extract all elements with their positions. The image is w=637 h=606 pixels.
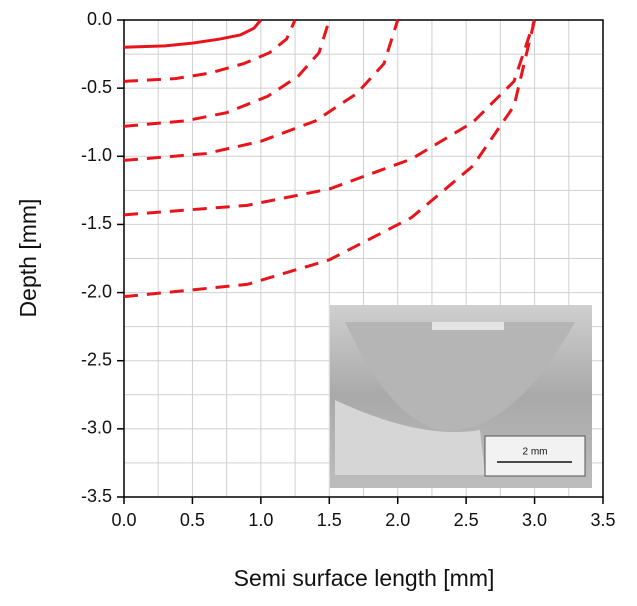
x-axis-title: Semi surface length [mm] (234, 565, 495, 591)
y-tick-label: 0.0 (87, 9, 112, 29)
x-tick-label: 3.0 (522, 510, 547, 530)
y-tick-label: -3.0 (81, 418, 112, 438)
y-tick-label: -1.5 (81, 213, 112, 233)
y-tick-label: -3.5 (81, 486, 112, 506)
x-tick-label: 0.0 (111, 510, 136, 530)
curve (123, 19, 537, 299)
y-tick-label: -1.0 (81, 145, 112, 165)
plot-frame (123, 19, 604, 498)
inset-top (432, 322, 504, 330)
y-tick-label: -2.5 (81, 349, 112, 369)
x-tick-label: 1.5 (317, 510, 342, 530)
y-tick-label: -2.0 (81, 281, 112, 301)
curve (123, 19, 263, 49)
inset-photo: 2 mm (330, 305, 592, 488)
curve (123, 19, 297, 83)
curve (123, 19, 400, 162)
inset-scale-label: 2 mm (523, 447, 548, 458)
y-axis-title: Depth [mm] (15, 199, 41, 318)
x-tick-label: 1.0 (248, 510, 273, 530)
curve (123, 19, 331, 128)
y-tick-label: -0.5 (81, 77, 112, 97)
inset-nugget (345, 322, 575, 431)
x-tick-label: 0.5 (180, 510, 205, 530)
inset-fracture (335, 400, 485, 475)
x-tick-label: 3.5 (590, 510, 615, 530)
x-tick-label: 2.0 (385, 510, 410, 530)
x-tick-label: 2.5 (454, 510, 479, 530)
inset-scale-box (484, 435, 586, 477)
curve (123, 19, 536, 217)
